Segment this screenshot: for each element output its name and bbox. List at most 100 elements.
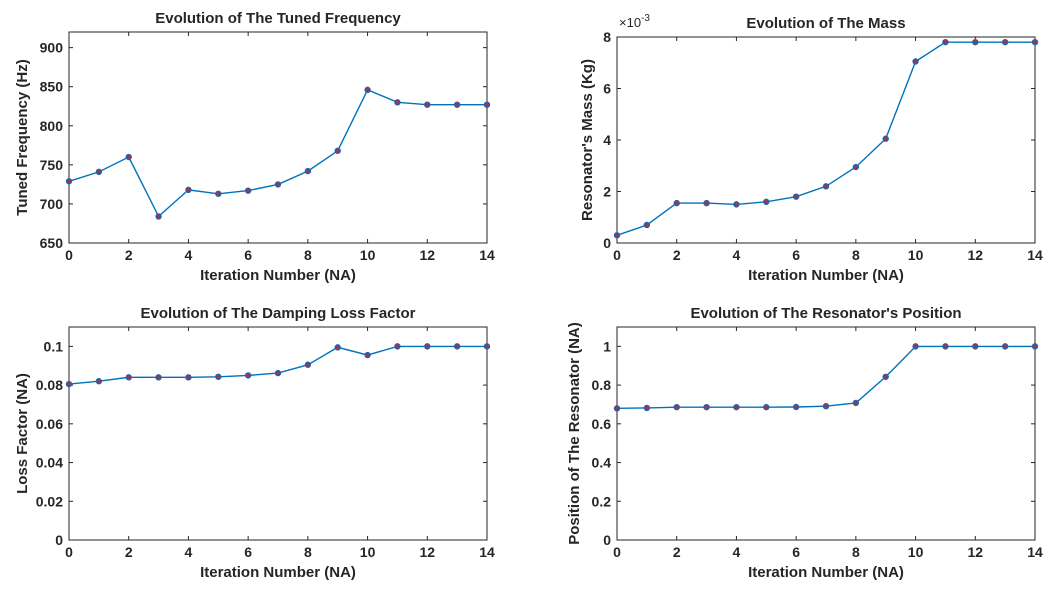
x-tick-label: 8 [852, 544, 860, 560]
data-point [215, 190, 222, 197]
y-tick-label: 0 [603, 235, 611, 251]
plot-area [616, 36, 1036, 244]
data-point [972, 343, 979, 350]
y-tick-label: 4 [603, 132, 611, 148]
y-tick-label: 0.8 [592, 377, 612, 393]
x-tick-label: 6 [244, 544, 252, 560]
data-point [1001, 38, 1009, 46]
data-point [733, 403, 740, 411]
y-tick-label: 750 [40, 157, 64, 173]
y-axis-label: Loss Factor (NA) [14, 373, 31, 494]
y-tick-label: 0.6 [592, 416, 612, 432]
chart-panel-3: Evolution of The Damping Loss Factor 0 2 4 6… [14, 305, 495, 581]
y-axis-label: Position of The Resonator (NA) [566, 322, 583, 545]
data-point [125, 374, 132, 381]
x-tick-label: 12 [419, 544, 435, 560]
data-point [125, 153, 132, 161]
y-tick-label: 650 [40, 235, 64, 251]
x-tick-label: 4 [185, 247, 193, 263]
x-tick-label: 2 [125, 544, 133, 560]
y-tick-label: 0 [55, 532, 63, 548]
data-point [613, 405, 621, 412]
x-tick-label: 12 [967, 247, 983, 263]
data-point [453, 101, 461, 108]
data-point [942, 343, 949, 350]
data-point [185, 374, 192, 381]
y-tick-label: 900 [40, 40, 64, 56]
chart-panel-1: Evolution of The Tuned Frequency 0 2 4 6 8 10 1… [14, 10, 495, 284]
y-tick-label: 0.1 [44, 338, 64, 354]
series-line [616, 41, 1035, 236]
data-point [912, 343, 919, 350]
data-point [1031, 38, 1039, 46]
data-point [882, 373, 889, 380]
y-tick-label: 6 [603, 81, 611, 97]
data-point [673, 403, 680, 411]
chart-title: Evolution of The Tuned Frequency [155, 10, 401, 27]
data-point [304, 361, 312, 368]
y-tick-label: 0.2 [592, 493, 612, 509]
data-point [1001, 343, 1009, 350]
data-point [274, 181, 282, 188]
y-tick-label: 700 [40, 196, 64, 212]
chart-title: Evolution of The Resonator's Position [690, 305, 961, 322]
data-point [972, 38, 979, 46]
data-point [852, 399, 860, 407]
x-tick-label: 4 [185, 544, 193, 560]
x-tick-label: 2 [673, 247, 681, 263]
chart-title: Evolution of The Damping Loss Factor [140, 305, 415, 322]
data-point [703, 199, 710, 207]
data-point [852, 163, 860, 171]
series-line [616, 345, 1035, 409]
x-tick-label: 4 [733, 247, 741, 263]
x-tick-label: 2 [125, 247, 133, 263]
y-tick-label: 0.02 [36, 493, 63, 509]
x-tick-label: 0 [65, 247, 73, 263]
data-point [822, 183, 830, 190]
data-point [763, 403, 770, 411]
data-point [453, 343, 461, 350]
y-axis-multiplier-base: ×10 [619, 15, 641, 30]
data-point [792, 193, 800, 200]
chart-panel-2: Evolution of The Mass 0 2 4 6 8 10 12 14 0 2 4 6 8 ×10… [579, 13, 1043, 284]
x-tick-label: 10 [360, 247, 376, 263]
plot-area [68, 31, 488, 244]
x-tick-label: 14 [479, 247, 495, 263]
x-axis-label: Iteration Number (NA) [200, 267, 356, 284]
x-tick-label: 12 [419, 247, 435, 263]
data-point [394, 343, 401, 350]
data-point [703, 403, 710, 411]
y-tick-label: 850 [40, 79, 64, 95]
data-point [424, 343, 431, 350]
y-axis-label: Resonator's Mass (Kg) [579, 59, 596, 221]
data-point [364, 86, 371, 94]
x-axis-label: Iteration Number (NA) [748, 267, 904, 284]
x-axis-label: Iteration Number (NA) [748, 564, 904, 581]
x-tick-label: 6 [244, 247, 252, 263]
y-tick-label: 0.4 [592, 455, 612, 471]
data-point [244, 372, 252, 379]
x-tick-label: 0 [65, 544, 73, 560]
y-tick-label: 800 [40, 118, 64, 134]
x-tick-label: 6 [792, 544, 800, 560]
x-tick-label: 0 [613, 544, 621, 560]
x-tick-label: 4 [733, 544, 741, 560]
data-point [483, 343, 491, 350]
data-point [334, 344, 341, 351]
y-axis-multiplier: ×10-3 [619, 13, 650, 30]
data-point [912, 58, 919, 65]
data-point [613, 232, 621, 239]
x-tick-label: 8 [304, 544, 312, 560]
x-tick-label: 10 [360, 544, 376, 560]
y-tick-label: 0 [603, 532, 611, 548]
data-point [95, 378, 103, 385]
y-tick-label: 8 [603, 29, 611, 45]
data-point [155, 374, 162, 381]
data-point [244, 187, 252, 194]
data-point [65, 380, 73, 388]
x-tick-label: 8 [852, 247, 860, 263]
data-point [334, 147, 341, 154]
x-tick-label: 10 [908, 544, 924, 560]
data-point [733, 201, 740, 208]
y-tick-label: 0.06 [36, 416, 63, 432]
